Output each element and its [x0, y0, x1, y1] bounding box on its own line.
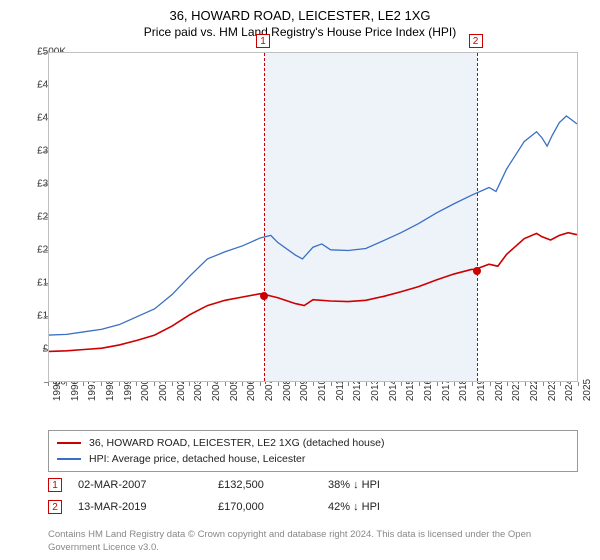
legend-item: HPI: Average price, detached house, Leic…	[57, 451, 569, 467]
chart-lines	[49, 53, 577, 381]
x-tick-label: 2021	[511, 379, 522, 401]
legend-swatch	[57, 442, 81, 444]
legend-label: 36, HOWARD ROAD, LEICESTER, LE2 1XG (det…	[89, 437, 384, 449]
x-tick-label: 2009	[299, 379, 310, 401]
sale-price: £170,000	[218, 501, 328, 513]
x-tick-label: 2010	[317, 379, 328, 401]
x-tick-label: 2023	[547, 379, 558, 401]
sale-row: 2 13-MAR-2019£170,00042% ↓ HPI	[48, 500, 578, 514]
x-tick-label: 2025	[582, 379, 593, 401]
x-tick-label: 2005	[229, 379, 240, 401]
legend: 36, HOWARD ROAD, LEICESTER, LE2 1XG (det…	[48, 430, 578, 472]
series-property	[49, 233, 577, 352]
event-line	[477, 53, 478, 381]
x-tick-label: 2022	[529, 379, 540, 401]
x-tick-label: 2015	[405, 379, 416, 401]
sale-pct: 42% ↓ HPI	[328, 501, 468, 513]
page-subtitle: Price paid vs. HM Land Registry's House …	[0, 23, 600, 45]
x-tick-label: 2020	[494, 379, 505, 401]
chart-plot-area	[48, 52, 578, 382]
x-tick-label: 2019	[476, 379, 487, 401]
x-tick-label: 2000	[140, 379, 151, 401]
x-tick-label: 2003	[193, 379, 204, 401]
x-tick-label: 2012	[352, 379, 363, 401]
sale-price: £132,500	[218, 479, 328, 491]
legend-swatch	[57, 458, 81, 460]
series-hpi	[49, 116, 577, 335]
sale-marker: 2	[48, 500, 62, 514]
x-tick-label: 2013	[370, 379, 381, 401]
legend-item: 36, HOWARD ROAD, LEICESTER, LE2 1XG (det…	[57, 435, 569, 451]
x-tick-label: 1996	[70, 379, 81, 401]
attribution-text: Contains HM Land Registry data © Crown c…	[48, 529, 578, 554]
sale-row: 1 02-MAR-2007£132,50038% ↓ HPI	[48, 478, 578, 492]
x-tick-label: 2014	[388, 379, 399, 401]
x-tick-label: 2017	[441, 379, 452, 401]
event-line	[264, 53, 265, 381]
page-title: 36, HOWARD ROAD, LEICESTER, LE2 1XG	[0, 0, 600, 23]
x-tick-label: 2008	[282, 379, 293, 401]
x-tick-label: 2011	[335, 379, 346, 401]
sale-date: 02-MAR-2007	[78, 479, 218, 491]
x-tick-label: 2007	[264, 379, 275, 401]
x-tick-label: 2004	[211, 379, 222, 401]
x-tick-label: 1998	[105, 379, 116, 401]
x-tick-label: 2001	[158, 379, 169, 401]
event-marker-box: 1	[256, 34, 270, 48]
sale-pct: 38% ↓ HPI	[328, 479, 468, 491]
sale-date: 13-MAR-2019	[78, 501, 218, 513]
sale-marker: 1	[48, 478, 62, 492]
x-tick-label: 1997	[87, 379, 98, 401]
x-tick-label: 2006	[246, 379, 257, 401]
legend-label: HPI: Average price, detached house, Leic…	[89, 453, 305, 465]
x-tick-label: 2002	[176, 379, 187, 401]
event-marker-box: 2	[469, 34, 483, 48]
x-tick-label: 1995	[52, 379, 63, 401]
event-dot	[260, 292, 268, 300]
x-tick-label: 2016	[423, 379, 434, 401]
x-tick-label: 2024	[564, 379, 575, 401]
event-dot	[473, 267, 481, 275]
x-tick-label: 2018	[458, 379, 469, 401]
x-tick-label: 1999	[123, 379, 134, 401]
